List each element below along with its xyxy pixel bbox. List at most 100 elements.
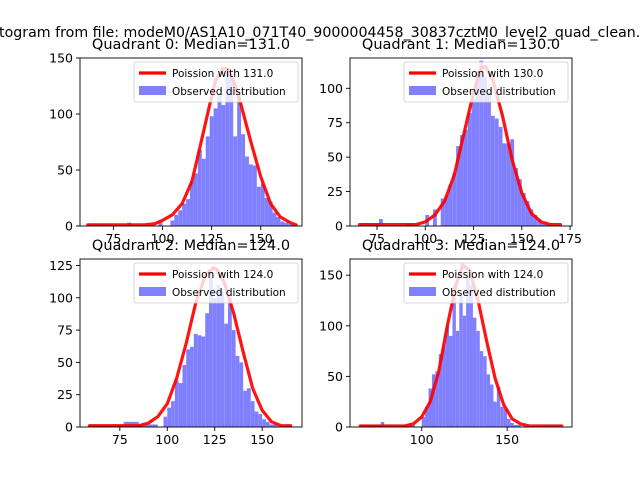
x-tick-label: 75 (105, 231, 121, 246)
legend-label-poisson: Poission with 131.0 (172, 68, 273, 80)
legend: Poission with 131.0 Observed distribution (133, 61, 299, 103)
legend-box (403, 262, 569, 304)
histogram-bar (190, 346, 194, 427)
histogram-bar (205, 313, 210, 427)
histogram-bar (490, 384, 494, 427)
histogram-bar (243, 390, 247, 427)
legend-swatch-patch (409, 86, 436, 95)
x-tick-label: 100 (155, 432, 179, 447)
legend-label-observed: Observed distribution (172, 86, 286, 98)
figure-suptitle: Histogram from file: modeM0/AS1A10_071T4… (0, 25, 640, 41)
histogram-bar (248, 164, 253, 226)
y-tick-label: 150 (319, 268, 343, 283)
y-tick-label: 100 (319, 81, 343, 96)
histogram-bar (483, 356, 487, 427)
histogram-bar (205, 136, 210, 226)
x-tick-label: 150 (495, 432, 519, 447)
x-tick-label: 150 (510, 231, 534, 246)
histogram-bar (265, 421, 270, 427)
histogram-bar (496, 386, 501, 427)
axes-frame (79, 258, 303, 428)
histogram-bar (462, 315, 467, 427)
axes-frame (349, 258, 573, 428)
histogram-bar (440, 198, 445, 226)
y-tick-label: 100 (319, 318, 343, 333)
histogram-bar (486, 374, 491, 427)
histogram-bar (233, 136, 238, 226)
histogram-bar (237, 91, 242, 226)
histogram-bar (228, 297, 232, 427)
legend-box (403, 61, 569, 103)
subplot-quadrant-1: 75 100 125 150 175 0 25 50 75 100 Quadrant 1: Medi… (319, 37, 582, 246)
histogram-bar (171, 401, 175, 427)
histogram-bar (217, 93, 222, 226)
histogram-bar (455, 330, 460, 427)
histogram-bar (269, 424, 278, 427)
legend-label-observed: Observed distribution (442, 86, 556, 98)
histogram-bar (239, 362, 244, 427)
histogram-bar (378, 219, 383, 226)
histogram-bar (186, 199, 191, 226)
histogram-bar (510, 422, 514, 427)
histogram-bar (479, 60, 484, 226)
histogram-bar (475, 71, 480, 226)
histogram-bar (452, 173, 457, 226)
histogram-bar (213, 108, 218, 226)
histogram-bar (254, 411, 259, 427)
histogram-bar (533, 214, 538, 226)
legend-swatch-patch (139, 287, 166, 296)
histogram-bar (220, 291, 225, 427)
histogram-bar (163, 416, 168, 427)
histogram-bar (250, 401, 255, 427)
y-tick-label: 100 (49, 107, 73, 122)
histogram-bar (209, 116, 214, 226)
histogram-bar (466, 275, 470, 427)
histogram-bar (460, 135, 464, 226)
histogram-bar (431, 374, 436, 427)
histogram-bar (514, 168, 518, 226)
histogram-bar (479, 351, 484, 427)
histogram-bar (186, 349, 191, 427)
subplot-quadrant-2: 75 100 125 150 0 25 50 75 100 125 Quadrant 2: Medi… (49, 238, 303, 447)
y-tick-label: 125 (49, 258, 73, 273)
x-tick-label: 125 (200, 231, 224, 246)
histogram-bar (170, 220, 175, 226)
histogram-bar (456, 146, 461, 226)
histogram-bar (235, 355, 240, 427)
y-tick-label: 0 (335, 420, 343, 435)
histogram-bar (467, 113, 472, 226)
histogram-bar (256, 186, 261, 226)
histogram-bar (490, 115, 495, 226)
histogram-bar (452, 285, 456, 427)
y-tick-label: 0 (65, 219, 73, 234)
legend-label-poisson: Poission with 130.0 (442, 68, 543, 80)
subplot-title: Quadrant 2: Median=124.0 (92, 238, 290, 254)
y-tick-label: 25 (57, 387, 73, 402)
y-tick-label: 50 (327, 150, 343, 165)
histogram-bar (258, 414, 263, 427)
histogram-bar (494, 118, 499, 226)
y-tick-label: 150 (49, 51, 73, 66)
subplot-title: Quadrant 0: Median=131.0 (92, 37, 290, 53)
histogram-bar (506, 143, 511, 226)
histogram-bar (493, 401, 497, 427)
histogram-bar (503, 408, 508, 427)
histogram-bar (158, 222, 163, 226)
histogram-bar (197, 335, 202, 427)
x-tick-label: 100 (410, 432, 434, 447)
legend-label-observed: Observed distribution (172, 287, 286, 299)
histogram-bar (521, 192, 526, 226)
histogram-bar (471, 99, 476, 226)
histogram-bar (529, 209, 534, 226)
plot-data-layer (358, 263, 564, 427)
histogram-bar (167, 407, 172, 427)
histogram-bar (472, 317, 477, 427)
legend-swatch-patch (409, 287, 436, 296)
legend-label-observed: Observed distribution (442, 287, 556, 299)
histogram-bar (428, 388, 432, 427)
histogram-bar (517, 179, 522, 226)
histogram-bar (178, 383, 183, 427)
histogram-bar (178, 210, 183, 226)
histogram-bar (201, 158, 206, 226)
